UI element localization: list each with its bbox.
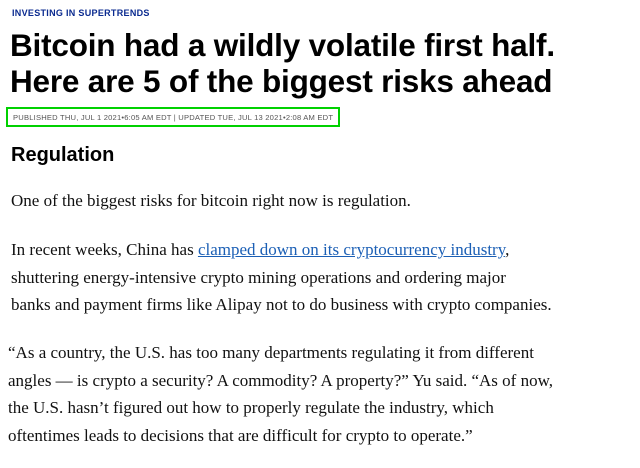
paragraph-3-line-3: the U.S. hasn’t figured out how to prope… — [8, 398, 494, 417]
section-kicker[interactable]: INVESTING IN SUPERTRENDS — [12, 8, 150, 18]
article-headline: Bitcoin had a wildly volatile first half… — [10, 27, 635, 99]
paragraph-1: One of the biggest risks for bitcoin rig… — [11, 191, 411, 210]
paragraph-3-quote: “As a country, the U.S. has too many dep… — [8, 339, 553, 449]
headline-line-2: Here are 5 of the biggest risks ahead — [10, 63, 553, 99]
publish-timestamp: PUBLISHED THU, JUL 1 2021•6:05 AM EDT | … — [6, 107, 341, 127]
section-heading-regulation: Regulation — [11, 144, 115, 166]
paragraph-3-line-2: angles — is crypto a security? A commodi… — [8, 370, 553, 390]
paragraph-2-line-2: shuttering energy-intensive crypto minin… — [11, 267, 506, 287]
paragraph-3-line-1: “As a country, the U.S. has too many dep… — [8, 343, 534, 362]
timestamp-text: PUBLISHED THU, JUL 1 2021•6:05 AM EDT | … — [13, 112, 334, 122]
paragraph-2: In recent weeks, China has clamped down … — [11, 236, 552, 319]
china-crypto-crackdown-link[interactable]: clamped down on its cryptocurrency indus… — [197, 240, 506, 259]
paragraph-2-text-before-link: In recent weeks, China has — [11, 240, 198, 259]
paragraph-2-line-1: In recent weeks, China has clamped down … — [11, 236, 552, 264]
paragraph-3-line-4: oftentimes leads to decisions that are d… — [8, 425, 473, 445]
headline-line-1: Bitcoin had a wildly volatile first half… — [10, 27, 555, 63]
paragraph-2-text-after-link: , — [505, 240, 510, 259]
paragraph-2-line-3: banks and payment firms like Alipay not … — [11, 295, 552, 314]
